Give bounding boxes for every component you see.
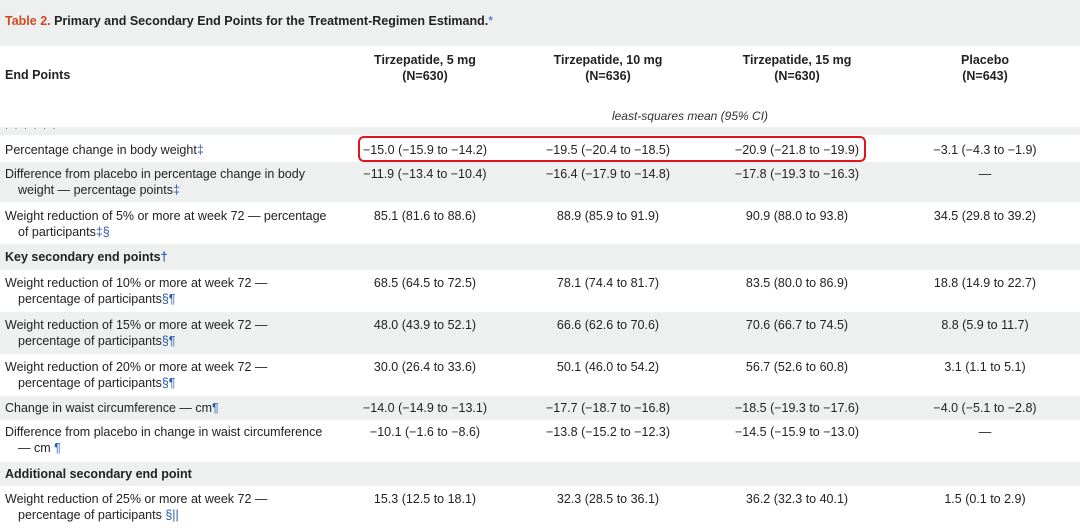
table-row: Percentage change in body weight‡ −15.0 … <box>0 136 1080 162</box>
table-cell: −4.0 (−5.1 to −2.8) <box>933 401 1037 415</box>
table-title: Table 2. Primary and Secondary End Point… <box>5 14 493 28</box>
column-n: (N=643) <box>962 69 1008 83</box>
highlight-annotation-box <box>358 136 866 162</box>
column-name: Tirzepatide, 15 mg <box>742 53 852 67</box>
row-label: Weight reduction of 15% or more at week … <box>5 318 268 348</box>
row-label: Difference from placebo in percentage ch… <box>5 167 305 197</box>
column-header-tirzepatide-15mg: Tirzepatide, 15 mg (N=630) <box>707 52 887 84</box>
column-n: (N=630) <box>774 69 820 83</box>
table-row: Weight reduction of 10% or more at week … <box>0 270 1080 312</box>
footnote-mark[interactable]: † <box>160 250 168 264</box>
title-footnote-mark[interactable]: * <box>488 14 494 28</box>
table-cell: 34.5 (29.8 to 39.2) <box>933 209 1037 223</box>
table-cell: −20.9 (−21.8 to −19.9) <box>734 143 860 157</box>
table-cell: 70.6 (66.7 to 74.5) <box>745 318 849 332</box>
table-cell: 68.5 (64.5 to 72.5) <box>373 276 477 290</box>
footnote-mark[interactable]: ‡ <box>172 183 180 197</box>
row-label: Weight reduction of 20% or more at week … <box>5 360 268 390</box>
table-cell: −3.1 (−4.3 to −1.9) <box>933 143 1037 157</box>
table-cell: −14.0 (−14.9 to −13.1) <box>362 401 488 415</box>
table-row: Weight reduction of 5% or more at week 7… <box>0 202 1080 244</box>
table-cell: 85.1 (81.6 to 88.6) <box>373 209 477 223</box>
table-cell: 50.1 (46.0 to 54.2) <box>556 360 660 374</box>
table-row: Difference from placebo in percentage ch… <box>0 162 1080 202</box>
row-label-header: End Points <box>5 68 71 82</box>
table-cell: −13.8 (−15.2 to −12.3) <box>545 425 671 439</box>
table-cell: −19.5 (−20.4 to −18.5) <box>545 143 671 157</box>
table-cell: 15.3 (12.5 to 18.1) <box>373 492 477 506</box>
table-cell: 90.9 (88.0 to 93.8) <box>745 209 849 223</box>
table-number: Table 2. <box>5 14 51 28</box>
row-label: Percentage change in body weight‡ <box>5 143 204 157</box>
table-cell: −16.4 (−17.9 to −14.8) <box>545 167 671 181</box>
footnote-mark[interactable]: ¶ <box>54 441 61 455</box>
table-row: Difference from placebo in change in wai… <box>0 420 1080 462</box>
table-cell: 36.2 (32.3 to 40.1) <box>745 492 849 506</box>
section-title: Key secondary end points† <box>5 250 168 264</box>
table-cell: — <box>978 425 992 439</box>
section-header-row: Additional secondary end point <box>0 462 1080 486</box>
row-label: Weight reduction of 25% or more at week … <box>5 492 268 522</box>
table-title-text: Primary and Secondary End Points for the… <box>50 14 489 28</box>
table-cell: 88.9 (85.9 to 91.9) <box>556 209 660 223</box>
row-label: Weight reduction of 10% or more at week … <box>5 276 268 306</box>
table-cell: 32.3 (28.5 to 36.1) <box>556 492 660 506</box>
table-cell: 66.6 (62.6 to 70.6) <box>556 318 660 332</box>
footnote-mark[interactable]: ¶ <box>212 401 219 415</box>
table-cell: — <box>978 167 992 181</box>
column-header-tirzepatide-10mg: Tirzepatide, 10 mg (N=636) <box>518 52 698 84</box>
table-cell: 48.0 (43.9 to 52.1) <box>373 318 477 332</box>
footnote-mark[interactable]: §¶ <box>161 376 176 390</box>
footnote-mark[interactable]: §¶ <box>161 334 176 348</box>
column-header-row: End Points Tirzepatide, 5 mg (N=630) Tir… <box>0 46 1080 104</box>
section-header-row: Key secondary end points† <box>0 244 1080 270</box>
table-cell: −10.1 (−1.6 to −8.6) <box>369 425 481 439</box>
table-cell: 56.7 (52.6 to 60.8) <box>745 360 849 374</box>
table-row: Weight reduction of 15% or more at week … <box>0 312 1080 354</box>
units-subheader: least-squares mean (95% CI) <box>611 109 769 123</box>
column-name: Tirzepatide, 10 mg <box>553 53 663 67</box>
row-label: Difference from placebo in change in wai… <box>5 425 323 455</box>
footnote-mark[interactable]: ‡§ <box>95 225 110 239</box>
section-title: Additional secondary end point <box>5 467 192 481</box>
column-n: (N=630) <box>402 69 448 83</box>
table-row: Weight reduction of 20% or more at week … <box>0 354 1080 396</box>
table-row: Change in waist circumference — cm¶ −14.… <box>0 396 1080 420</box>
column-header-tirzepatide-5mg: Tirzepatide, 5 mg (N=630) <box>335 52 515 84</box>
table-cell: 30.0 (26.4 to 33.6) <box>373 360 477 374</box>
column-header-placebo: Placebo (N=643) <box>895 52 1075 84</box>
table-cell: −11.9 (−13.4 to −10.4) <box>363 167 487 181</box>
table-cell: 3.1 (1.1 to 5.1) <box>944 360 1026 374</box>
table-cell: 18.8 (14.9 to 22.7) <box>933 276 1037 290</box>
table-row: Weight reduction of 25% or more at week … <box>0 486 1080 531</box>
table-cell: −17.7 (−18.7 to −16.8) <box>545 401 671 415</box>
footnote-mark[interactable]: §¶ <box>161 292 176 306</box>
row-label: Change in waist circumference — cm¶ <box>5 401 219 415</box>
column-name: Tirzepatide, 5 mg <box>374 53 476 67</box>
table-cell: 83.5 (80.0 to 86.9) <box>745 276 849 290</box>
table-cell: 1.5 (0.1 to 2.9) <box>944 492 1026 506</box>
table-cell: 78.1 (74.4 to 81.7) <box>556 276 660 290</box>
column-name: Placebo <box>961 53 1009 67</box>
footnote-mark[interactable]: §|| <box>165 508 179 522</box>
table-cell: −14.5 (−15.9 to −13.0) <box>734 425 860 439</box>
table-cell: −18.5 (−19.3 to −17.6) <box>734 401 860 415</box>
footnote-mark[interactable]: ‡ <box>196 143 204 157</box>
table-cell: 8.8 (5.9 to 11.7) <box>941 318 1029 332</box>
cropped-row-strip: · · · · · · <box>0 127 1080 135</box>
table-title-bar: Table 2. Primary and Secondary End Point… <box>0 0 1080 46</box>
row-label: Weight reduction of 5% or more at week 7… <box>5 209 327 239</box>
table-cell: −17.8 (−19.3 to −16.3) <box>734 167 860 181</box>
table-cell: −15.0 (−15.9 to −14.2) <box>362 143 488 157</box>
column-n: (N=636) <box>585 69 631 83</box>
